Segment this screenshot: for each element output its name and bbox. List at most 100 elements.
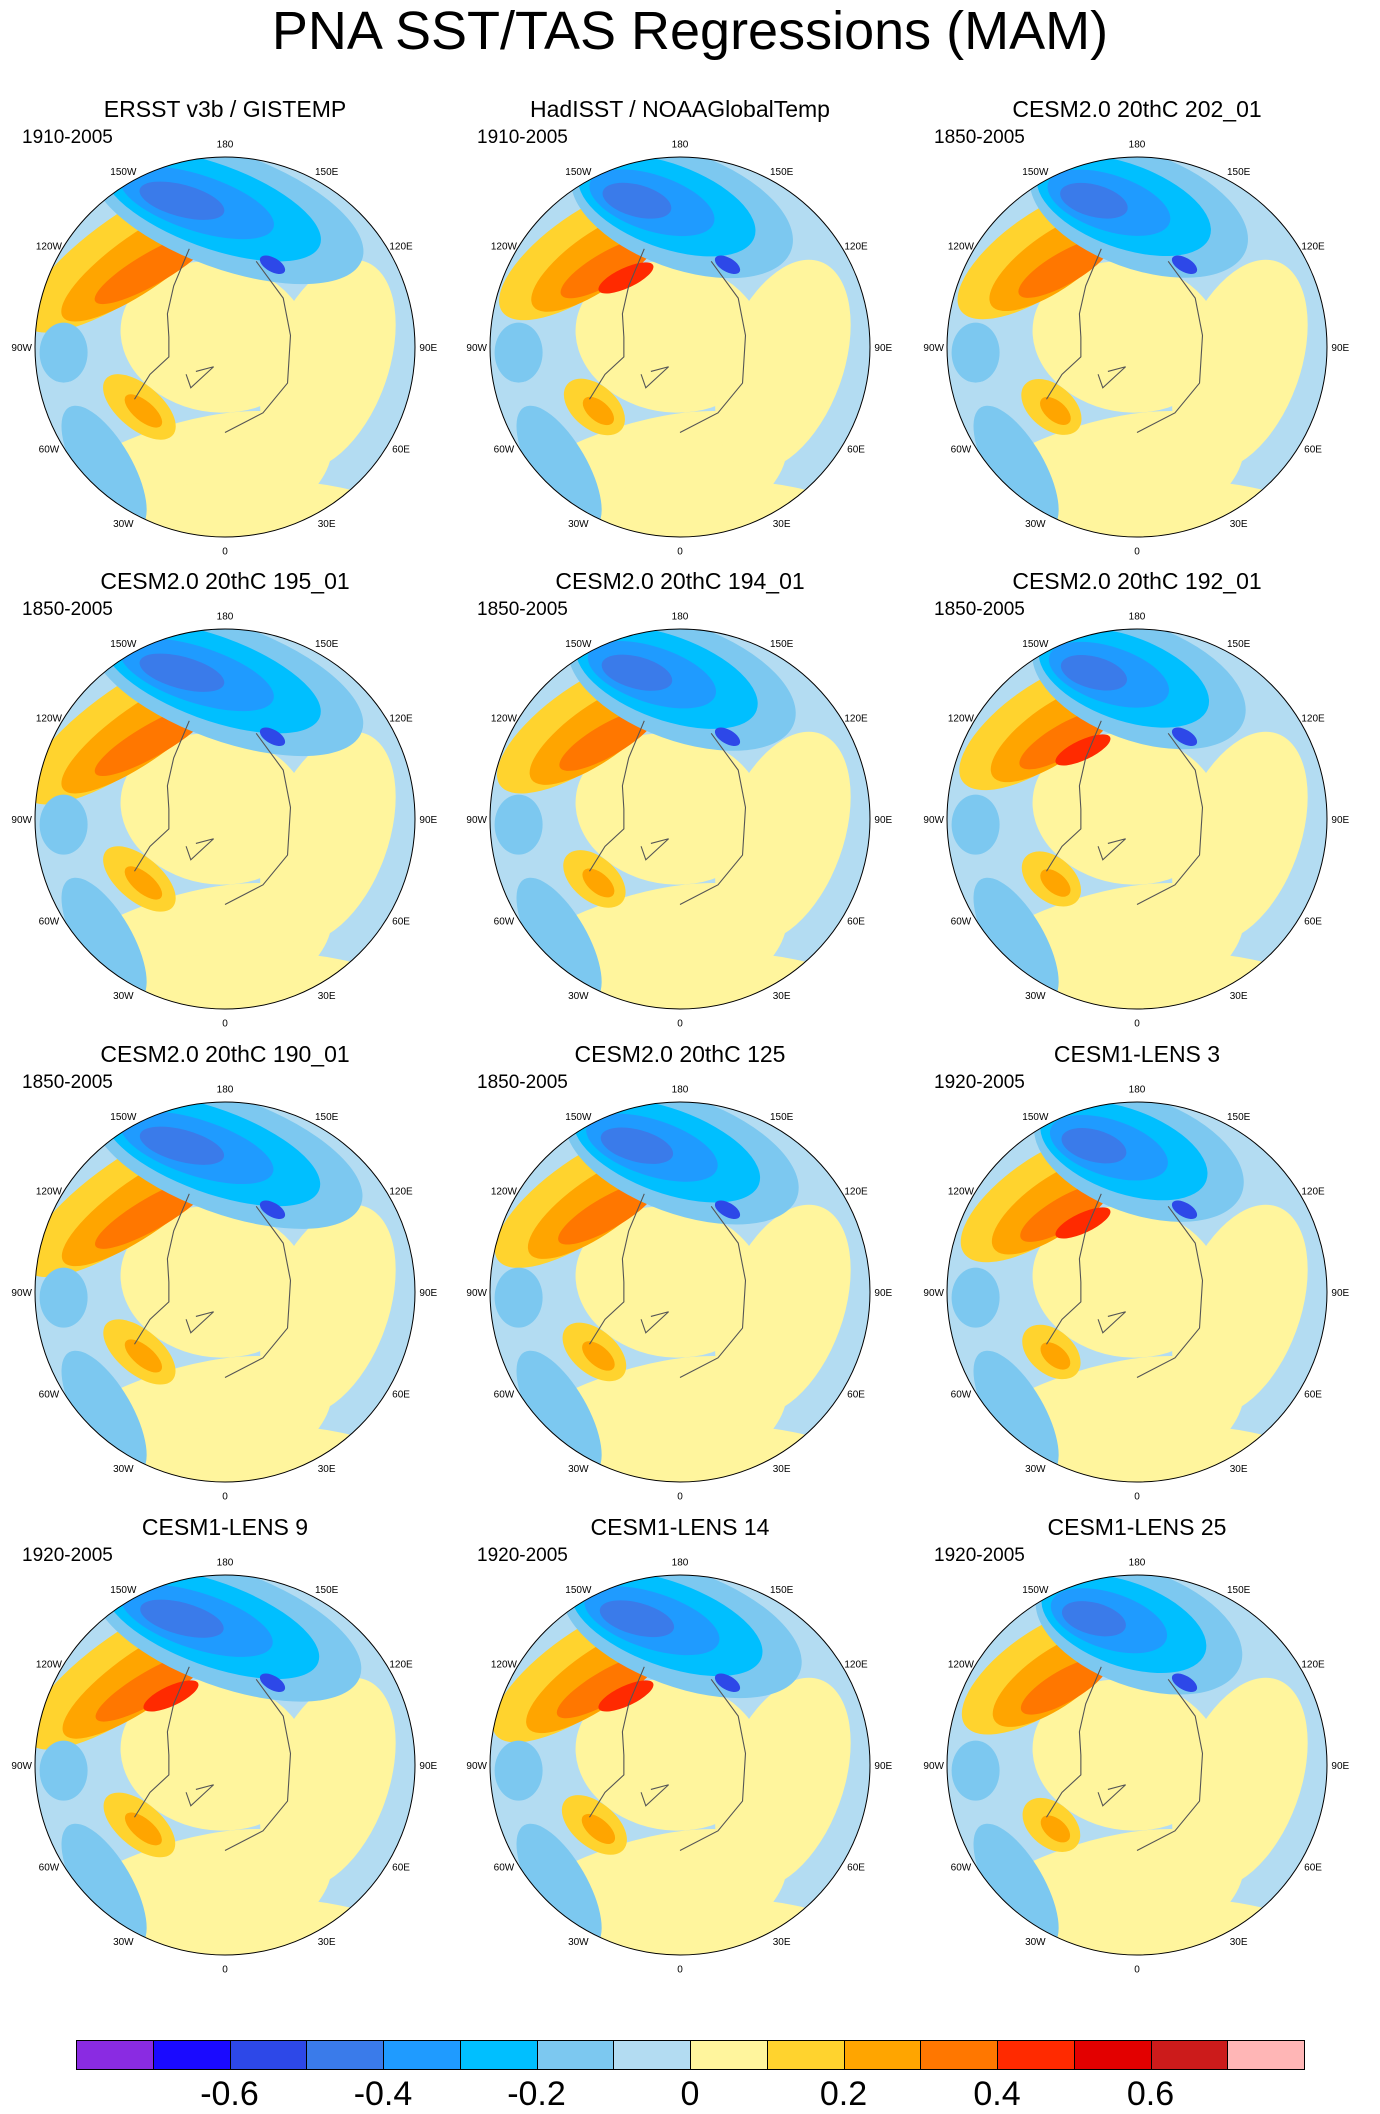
longitude-label: 150E: [770, 639, 794, 650]
longitude-label: 60W: [951, 1390, 972, 1401]
longitude-label: 60E: [1304, 1390, 1322, 1401]
longitude-label: 60W: [39, 917, 60, 928]
coastline: [589, 248, 747, 433]
longitude-label: 0: [677, 1964, 683, 1975]
longitude-label: 150W: [110, 639, 137, 650]
longitude-label: 120W: [491, 713, 518, 724]
longitude-label: 120E: [844, 1186, 868, 1197]
colorbar-swatch: [1150, 2040, 1229, 2070]
longitude-label: 150W: [565, 639, 592, 650]
colorbar-swatch: [766, 2040, 845, 2070]
longitude-label: 60E: [847, 1863, 865, 1874]
longitude-label: 30W: [568, 991, 589, 1002]
longitude-label: 60E: [847, 1390, 865, 1401]
longitude-label: 60E: [1304, 1863, 1322, 1874]
colorbar-swatch: [690, 2040, 768, 2070]
colorbar-swatch: [1073, 2040, 1152, 2070]
longitude-label: 180: [217, 140, 234, 151]
map-panel: CESM2.0 20thC 192_01 180 150E 120E 90E 60E 30E…: [922, 567, 1352, 1037]
longitude-label: 120E: [1301, 1659, 1325, 1670]
colorbar-swatch: [843, 2040, 922, 2070]
longitude-label: 60E: [392, 445, 410, 456]
longitude-label: 60W: [494, 1390, 515, 1401]
longitude-label: 30E: [318, 519, 336, 530]
colorbar-swatch: [997, 2040, 1075, 2070]
longitude-label: 150E: [315, 1585, 339, 1596]
longitude-label: 60E: [392, 917, 410, 928]
panel-title: CESM2.0 20thC 190_01: [100, 1041, 350, 1067]
regression-field: [35, 1102, 415, 1482]
longitude-label: 180: [672, 1558, 689, 1569]
longitude-label: 120E: [1301, 713, 1325, 724]
longitude-label: 0: [222, 1018, 228, 1029]
longitude-label: 180: [672, 1085, 689, 1096]
period-label: 1920-2005: [22, 1545, 113, 1566]
longitude-label: 120E: [389, 1186, 413, 1197]
map-panel: CESM2.0 20thC 195_01 180 150E 120E 90E 60E 30E…: [10, 567, 440, 1037]
longitude-label: 60E: [847, 445, 865, 456]
longitude-label: 60W: [39, 445, 60, 456]
longitude-label: 120W: [36, 1186, 63, 1197]
longitude-label: 90E: [874, 1288, 892, 1299]
colorbar: [76, 2040, 1305, 2070]
longitude-label: 0: [1134, 1018, 1140, 1029]
longitude-label: 90E: [1331, 343, 1349, 354]
longitude-label: 30E: [773, 1937, 791, 1948]
panel-title: CESM2.0 20thC 192_01: [1012, 568, 1262, 594]
longitude-label: 120E: [389, 241, 413, 252]
longitude-label: 90W: [466, 1761, 487, 1772]
colorbar-swatch: [1227, 2040, 1305, 2070]
longitude-label: 60W: [494, 445, 515, 456]
longitude-label: 30E: [1230, 519, 1248, 530]
longitude-label: 150E: [770, 1585, 794, 1596]
period-label: 1850-2005: [934, 127, 1025, 148]
longitude-label: 90E: [1331, 1288, 1349, 1299]
longitude-label: 180: [672, 612, 689, 623]
period-label: 1850-2005: [22, 1072, 113, 1093]
longitude-label: 90E: [419, 343, 437, 354]
panel-title: ERSST v3b / GISTEMP: [103, 96, 347, 122]
colorbar-swatch: [76, 2040, 154, 2070]
longitude-label: 150W: [565, 167, 592, 178]
polar-map: 180 150E 120E 90E 60E 30E 0 30W 60W 90W 120W 150W: [11, 1085, 437, 1503]
regression-field: [35, 629, 415, 1009]
longitude-label: 90W: [11, 815, 32, 826]
longitude-label: 30W: [568, 519, 589, 530]
longitude-label: 60W: [494, 917, 515, 928]
regression-field: [947, 1102, 1327, 1482]
panel-title: CESM2.0 20thC 202_01: [1012, 96, 1262, 122]
longitude-label: 150E: [315, 1112, 339, 1123]
longitude-label: 30E: [773, 519, 791, 530]
longitude-label: 120W: [491, 1186, 518, 1197]
coastline: [1046, 1666, 1204, 1851]
longitude-label: 90W: [466, 815, 487, 826]
longitude-label: 60E: [1304, 445, 1322, 456]
longitude-label: 0: [1134, 546, 1140, 557]
longitude-label: 30W: [113, 1464, 134, 1475]
longitude-label: 90W: [11, 1288, 32, 1299]
longitude-label: 150W: [1022, 1112, 1049, 1123]
longitude-label: 90E: [874, 1761, 892, 1772]
period-label: 1920-2005: [934, 1072, 1025, 1093]
longitude-label: 150E: [1227, 639, 1251, 650]
longitude-label: 0: [1134, 1491, 1140, 1502]
polar-map: 180 150E 120E 90E 60E 30E 0 30W 60W 90W 120W 150W: [466, 612, 892, 1030]
longitude-label: 120E: [1301, 1186, 1325, 1197]
longitude-label: 30W: [1025, 519, 1046, 530]
longitude-label: 30W: [113, 1937, 134, 1948]
longitude-label: 30W: [113, 991, 134, 1002]
period-label: 1850-2005: [477, 1072, 568, 1093]
coastline: [134, 248, 292, 433]
longitude-label: 0: [222, 1491, 228, 1502]
polar-map: 180 150E 120E 90E 60E 30E 0 30W 60W 90W 120W 150W: [923, 1558, 1349, 1976]
polar-map: 180 150E 120E 90E 60E 30E 0 30W 60W 90W 120W 150W: [923, 612, 1349, 1030]
longitude-label: 150E: [770, 167, 794, 178]
longitude-label: 60W: [39, 1390, 60, 1401]
coastline: [1046, 720, 1204, 905]
longitude-label: 30W: [568, 1937, 589, 1948]
longitude-label: 120W: [491, 1659, 518, 1670]
panel-title: CESM1-LENS 9: [141, 1514, 309, 1540]
map-panel: CESM1-LENS 25 180 150E 120E 90E 60E 30E 0 30W 60W…: [922, 1513, 1352, 1983]
longitude-label: 180: [217, 1085, 234, 1096]
longitude-label: 150E: [315, 639, 339, 650]
